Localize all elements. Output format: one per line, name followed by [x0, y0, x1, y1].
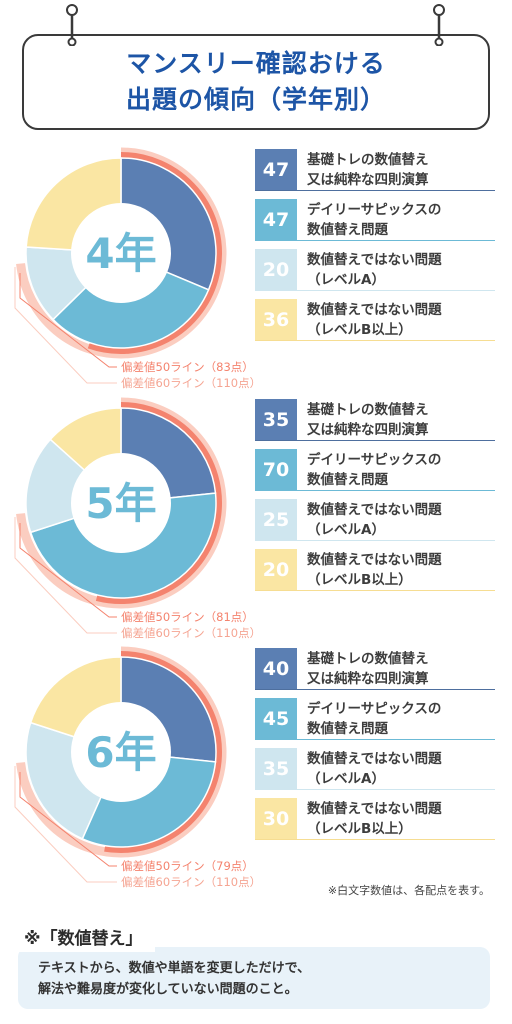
score-value: 47: [255, 199, 297, 241]
grade-label: 5年: [85, 479, 156, 528]
category-label: デイリーサピックスの 数値替え問題: [307, 701, 442, 737]
category-label: デイリーサピックスの 数値替え問題: [307, 202, 442, 238]
row-divider: [255, 339, 495, 341]
grade-label: 6年: [85, 728, 156, 777]
legend-row: 30 数値替えではない問題 （レベルB以上）: [255, 798, 495, 840]
score-value: 40: [255, 648, 297, 690]
definition-line-2: 解法や難易度が変化していない問題のこと。: [38, 982, 298, 997]
title-board: マンスリー確認おける 出題の傾向（学年別）: [22, 34, 490, 130]
row-divider: [255, 738, 495, 740]
row-divider: [255, 189, 495, 191]
deviation-50-leader: [19, 772, 117, 867]
deviation-60-leader: [14, 766, 117, 883]
row-divider: [255, 289, 495, 291]
definition-heading: ※「数値替え」: [18, 920, 155, 952]
pie-center: [71, 203, 171, 303]
deviation-50-arc: [87, 152, 222, 354]
row-divider: [255, 589, 495, 591]
score-value: 45: [255, 698, 297, 740]
legend-row: 40 基礎トレの数値替え 又は純粋な四則演算: [255, 648, 495, 690]
category-label: 基礎トレの数値替え 又は純粋な四則演算: [307, 402, 429, 438]
legend-row: 35 基礎トレの数値替え 又は純粋な四則演算: [255, 399, 495, 441]
definition-line-1: テキストから、数値や単語を変更しただけで、: [38, 961, 311, 976]
deviation-60-label: 偏差値60ライン（110点）: [121, 875, 261, 889]
legend-row: 47 デイリーサピックスの 数値替え問題: [255, 199, 495, 241]
score-value: 20: [255, 549, 297, 591]
category-label: 数値替えではない問題 （レベルA）: [307, 252, 442, 288]
deviation-50-arc: [95, 402, 222, 604]
category-label: 数値替えではない問題 （レベルB以上）: [307, 552, 442, 588]
score-value: 35: [255, 399, 297, 441]
legend-row: 20 数値替えではない問題 （レベルA）: [255, 249, 495, 291]
row-divider: [255, 239, 495, 241]
deviation-50-leader: [19, 523, 117, 618]
category-label: デイリーサピックスの 数値替え問題: [307, 452, 442, 488]
deviation-60-leader: [14, 267, 117, 384]
legend-row: 47 基礎トレの数値替え 又は純粋な四則演算: [255, 149, 495, 191]
legend-row: 45 デイリーサピックスの 数値替え問題: [255, 698, 495, 740]
legend-row: 25 数値替えではない問題 （レベルA）: [255, 499, 495, 541]
grade-label: 4年: [85, 229, 156, 278]
definition-text: テキストから、数値や単語を変更しただけで、 解法や難易度が変化していない問題のこ…: [38, 958, 310, 1000]
row-divider: [255, 688, 495, 690]
score-value: 70: [255, 449, 297, 491]
deviation-50-leader: [19, 273, 117, 368]
deviation-60-label: 偏差値60ライン（110点）: [121, 626, 261, 640]
score-value: 35: [255, 748, 297, 790]
category-label: 数値替えではない問題 （レベルB以上）: [307, 801, 442, 837]
deviation-50-arc: [104, 651, 222, 853]
right-hanger-icon: [433, 4, 445, 46]
row-divider: [255, 838, 495, 840]
score-value: 25: [255, 499, 297, 541]
category-label: 数値替えではない問題 （レベルA）: [307, 751, 442, 787]
category-label: 数値替えではない問題 （レベルB以上）: [307, 302, 442, 338]
score-value: 30: [255, 798, 297, 840]
left-hanger-icon: [66, 4, 78, 46]
score-value: 47: [255, 149, 297, 191]
deviation-60-label: 偏差値60ライン（110点）: [121, 376, 261, 390]
score-note: ※白文字数値は、各配点を表す。: [327, 884, 490, 897]
row-divider: [255, 489, 495, 491]
definition-box: [18, 947, 490, 1009]
title-line-2: 出題の傾向（学年別）: [125, 85, 386, 114]
deviation-50-label: 偏差値50ライン（83点）: [121, 360, 254, 374]
row-divider: [255, 439, 495, 441]
row-divider: [255, 788, 495, 790]
category-label: 数値替えではない問題 （レベルA）: [307, 502, 442, 538]
legend-row: 70 デイリーサピックスの 数値替え問題: [255, 449, 495, 491]
score-value: 36: [255, 299, 297, 341]
deviation-60-leader: [14, 517, 117, 634]
legend-row: 36 数値替えではない問題 （レベルB以上）: [255, 299, 495, 341]
legend-row: 35 数値替えではない問題 （レベルA）: [255, 748, 495, 790]
category-label: 基礎トレの数値替え 又は純粋な四則演算: [307, 152, 429, 188]
score-value: 20: [255, 249, 297, 291]
pie-center: [71, 453, 171, 553]
pie-center: [71, 702, 171, 802]
category-label: 基礎トレの数値替え 又は純粋な四則演算: [307, 651, 429, 687]
legend-row: 20 数値替えではない問題 （レベルB以上）: [255, 549, 495, 591]
row-divider: [255, 539, 495, 541]
deviation-50-label: 偏差値50ライン（81点）: [121, 610, 254, 624]
title-line-1: マンスリー確認おける: [126, 49, 386, 78]
deviation-50-label: 偏差値50ライン（79点）: [121, 859, 254, 873]
